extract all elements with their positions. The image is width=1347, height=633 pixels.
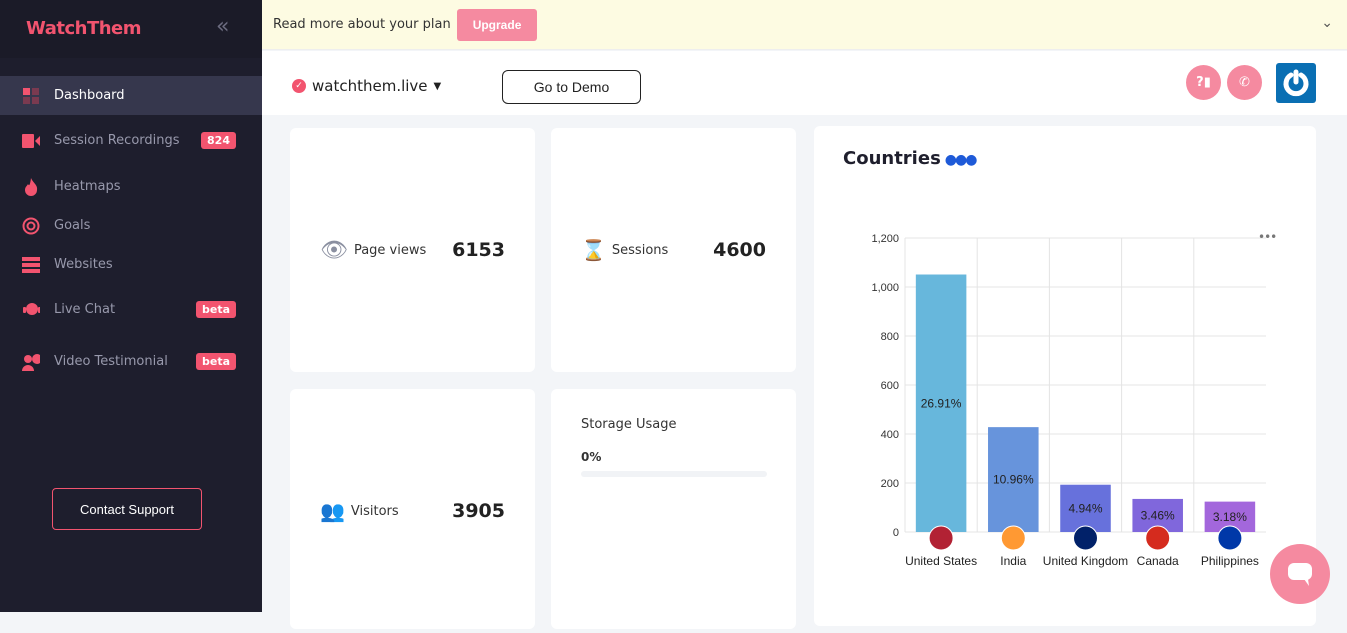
bar[interactable]	[915, 274, 967, 532]
help-glyph: ?	[1196, 75, 1204, 90]
caret-down-icon: ▼	[433, 80, 442, 92]
flag-icon	[928, 525, 954, 551]
x-tick-label: Philippines	[1201, 554, 1259, 568]
sidebar-item-label: Video Testimonial	[54, 354, 168, 369]
dashboard-icon	[22, 87, 40, 105]
countries-title: Countries ●●●	[843, 148, 978, 169]
sidebar-item-label: Websites	[54, 257, 113, 272]
sidebar-item-dashboard[interactable]: Dashboard	[0, 76, 262, 115]
sessions-value: 4600	[713, 239, 766, 261]
sidebar-item-live-chat[interactable]: Live Chat beta	[0, 290, 262, 329]
page-views-card: 👁 Page views 6153	[290, 128, 535, 372]
visitors-label: Visitors	[350, 503, 399, 519]
sidebar-item-label: Dashboard	[54, 88, 125, 103]
site-selector[interactable]: ✓ watchthem.live ▼	[292, 77, 441, 95]
upgrade-button[interactable]: Upgrade	[456, 8, 538, 41]
collapse-sidebar-icon[interactable]: «	[216, 14, 230, 39]
storage-value: 0%	[581, 450, 602, 464]
flag-icon	[1073, 525, 1098, 551]
sidebar-item-goals[interactable]: Goals	[0, 206, 262, 245]
visitors-value: 3905	[452, 500, 505, 522]
sidebar-item-heatmaps[interactable]: Heatmaps	[0, 167, 262, 206]
x-tick-label: United States	[905, 554, 977, 568]
flag-icon	[1145, 525, 1171, 551]
hourglass-icon: ⌛	[581, 238, 606, 262]
chat-widget-button[interactable]	[1270, 544, 1330, 604]
video-camera-icon	[22, 132, 40, 150]
target-icon	[22, 217, 40, 235]
y-tick-label: 400	[881, 429, 899, 441]
bar-label: 3.18%	[1213, 510, 1247, 524]
logo-area: WatchThem «	[0, 0, 262, 58]
bar[interactable]	[988, 427, 1039, 532]
bar-label: 10.96%	[993, 473, 1034, 487]
sidebar-item-label: Live Chat	[54, 302, 116, 317]
x-tick-label: Canada	[1137, 554, 1179, 568]
plan-banner: Read more about your plan Upgrade ⌄	[262, 0, 1347, 50]
y-tick-label: 1,200	[871, 233, 899, 245]
power-icon[interactable]	[1276, 63, 1316, 103]
header: ✓ watchthem.live ▼ Go to Demo ? ▮ ✆	[262, 51, 1347, 115]
storage-label: Storage Usage	[581, 417, 677, 432]
loading-dots-icon: ●●●	[944, 152, 978, 168]
visitors-card: 👥 Visitors 3905	[290, 389, 535, 629]
sidebar-item-label: Heatmaps	[54, 179, 121, 194]
sessions-card: ⌛ Sessions 4600	[551, 128, 796, 372]
sidebar-item-session-recordings[interactable]: Session Recordings 824	[0, 121, 262, 160]
user-star-icon	[22, 353, 40, 371]
chart-menu-icon[interactable]: •••	[1258, 230, 1277, 244]
y-tick-label: 200	[881, 478, 899, 490]
contact-support-button[interactable]: Contact Support	[52, 488, 202, 530]
y-tick-label: 0	[893, 527, 899, 539]
bar-label: 3.46%	[1141, 508, 1175, 522]
countries-card: Countries ●●● 0 200 400 600 800 1,000 1,200 26.9…	[814, 126, 1316, 626]
sidebar: WatchThem « Dashboard Session Recordings 8…	[0, 0, 262, 612]
bar-label: 4.94%	[1068, 501, 1102, 515]
storage-card: Storage Usage 0%	[551, 389, 796, 629]
site-name: watchthem.live	[312, 77, 428, 95]
x-tick-label: India	[1000, 554, 1026, 568]
page-views-value: 6153	[452, 239, 505, 261]
phone-call-icon[interactable]: ✆	[1227, 65, 1262, 100]
flag-icon	[1217, 525, 1243, 551]
badge: beta	[195, 353, 236, 370]
sidebar-item-label: Goals	[54, 218, 91, 233]
video-help-icon[interactable]: ? ▮	[1186, 65, 1221, 100]
bar[interactable]	[1060, 484, 1111, 532]
go-to-demo-button[interactable]: Go to Demo	[502, 70, 641, 104]
countries-chart: 0 200 400 600 800 1,000 1,200 26.91% United Stat…	[871, 233, 1266, 568]
x-tick-label: United Kingdom	[1043, 554, 1128, 568]
sidebar-item-websites[interactable]: Websites	[0, 245, 262, 284]
sidebar-item-video-testimonial[interactable]: Video Testimonial beta	[0, 342, 262, 381]
y-tick-label: 1,000	[871, 282, 899, 294]
banner-text: Read more about your plan	[273, 17, 451, 32]
flame-icon	[22, 177, 40, 196]
server-icon	[22, 256, 40, 274]
logo[interactable]: WatchThem	[26, 18, 142, 39]
page-views-label: Page views	[353, 242, 427, 258]
bar-label: 26.91%	[921, 396, 962, 410]
y-tick-label: 800	[881, 331, 899, 343]
badge: 824	[201, 132, 236, 149]
flag-icon	[1000, 525, 1026, 551]
users-icon: 👥	[320, 499, 345, 523]
sidebar-item-label: Session Recordings	[54, 133, 180, 148]
storage-progress-bar	[581, 471, 767, 477]
check-circle-icon: ✓	[292, 79, 306, 93]
chat-bubble-icon	[1288, 563, 1312, 586]
sessions-label: Sessions	[611, 242, 669, 258]
eye-icon: 👁	[320, 237, 348, 263]
badge: beta	[195, 301, 236, 318]
chevron-down-icon[interactable]: ⌄	[1321, 15, 1333, 31]
headset-icon	[22, 301, 40, 319]
y-tick-label: 600	[881, 380, 899, 392]
